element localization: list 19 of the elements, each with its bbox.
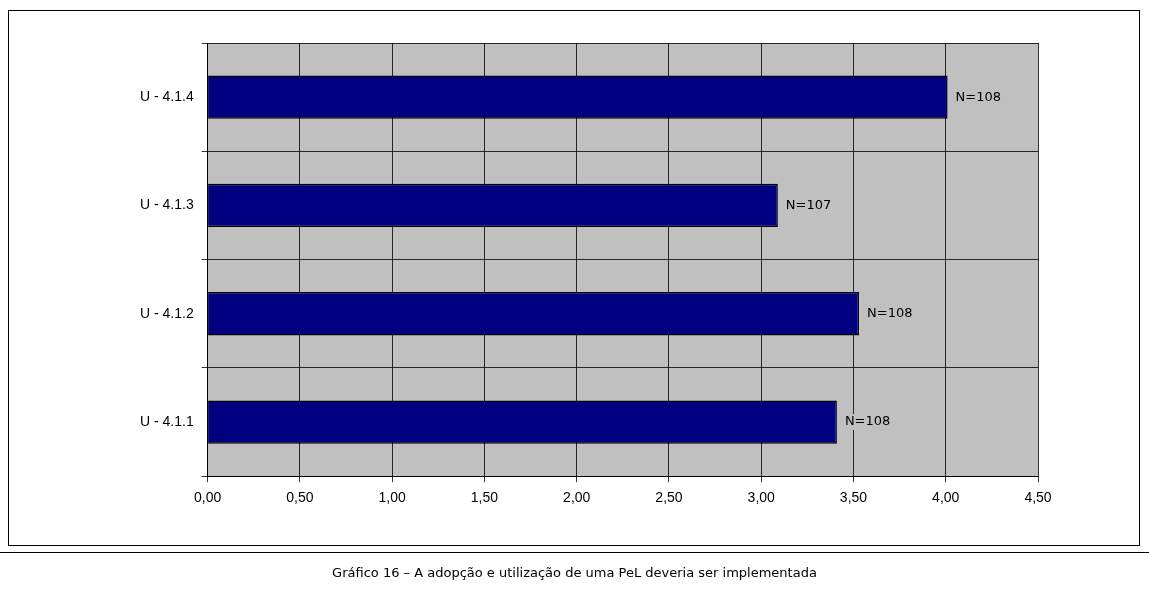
x-tick-label: 3,00 [747, 489, 776, 506]
y-tick-label: U - 4.1.1 [139, 412, 194, 429]
text: Gráfico 16 – A adopção e utilização de uma PeL deveria ser implementada [331, 565, 818, 580]
annotation: N=108 [844, 413, 891, 429]
x-tick-label: 1,00 [378, 489, 407, 506]
annotation: N=108 [955, 88, 1002, 104]
x-tick-label: 4,50 [1024, 489, 1052, 506]
x-tick-label: 0,00 [194, 489, 222, 506]
x-tick-label: 0,50 [286, 489, 314, 506]
x-tick-label: 1,50 [470, 489, 499, 506]
x-tick-label: 4,00 [932, 489, 960, 506]
y-tick-label: U - 4.1.3 [139, 196, 194, 213]
y-tick-label: U - 4.1.2 [139, 304, 194, 321]
annotation: N=108 [867, 305, 913, 321]
x-tick-label: 2,00 [563, 489, 591, 506]
y-tick-label: U - 4.1.4 [139, 88, 194, 105]
x-tick-label: 3,50 [839, 489, 868, 506]
annotation: N=107 [785, 196, 832, 212]
x-tick-label: 2,50 [655, 489, 683, 506]
